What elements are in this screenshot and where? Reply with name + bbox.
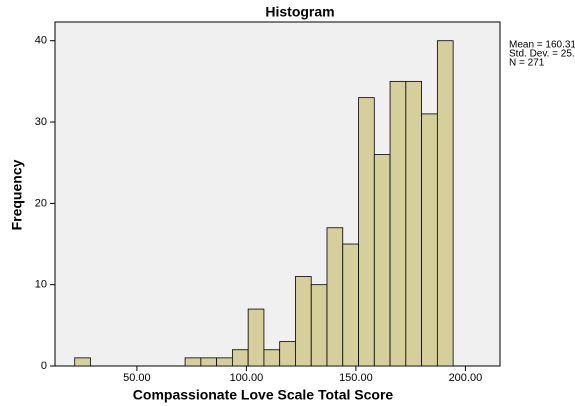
bar	[247, 308, 265, 367]
bar	[436, 40, 454, 367]
y-tick-label: 0	[41, 360, 47, 372]
bar	[295, 276, 312, 367]
bar	[373, 154, 391, 367]
bar	[200, 357, 218, 367]
bar	[405, 80, 422, 367]
x-tick-label: 100.00	[230, 372, 264, 384]
y-tick-label: 10	[35, 279, 47, 291]
bar	[421, 113, 438, 367]
x-tick-label: 150.00	[339, 372, 373, 384]
bar	[184, 357, 202, 367]
bar	[263, 349, 281, 367]
bar	[279, 341, 296, 367]
bar	[326, 227, 344, 367]
x-axis-label: Compassionate Love Scale Total Score	[133, 387, 394, 403]
bar	[231, 349, 249, 367]
x-tick-label: 50.00	[123, 372, 151, 384]
bar	[358, 97, 375, 367]
bar	[342, 243, 359, 367]
stat-text: N = 271	[509, 58, 545, 69]
y-tick-label: 30	[35, 116, 47, 128]
chart-title: Histogram	[265, 4, 334, 20]
stat-text: Std. Dev. = 25.06	[509, 49, 575, 60]
stat-text: Mean = 160.31	[509, 40, 575, 51]
y-tick-label: 40	[35, 35, 47, 47]
bar	[389, 80, 407, 367]
bar	[74, 357, 91, 367]
bar	[216, 357, 233, 367]
y-axis-label: Frequency	[9, 159, 25, 230]
y-tick-label: 20	[35, 197, 47, 209]
x-tick-label: 200.00	[449, 372, 483, 384]
bar	[310, 284, 328, 367]
